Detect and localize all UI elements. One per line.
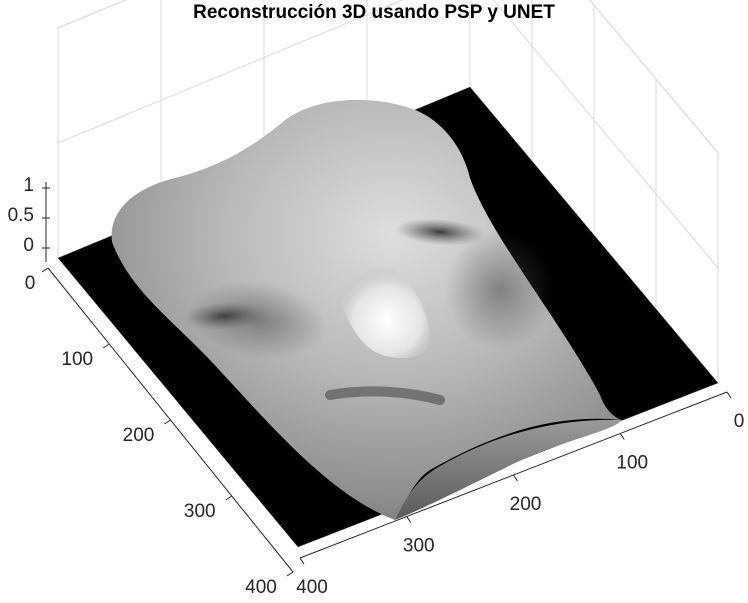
- z-tick-label: 0.5: [8, 205, 34, 226]
- left-tick-mark: [102, 343, 110, 349]
- left-tick-label: 400: [245, 577, 277, 598]
- tick-labels: 0 0.5 1 0 100 200 300 400 0 100 200 300 400: [8, 175, 745, 598]
- chart-title: Reconstrucción 3D usando PSP y UNET: [193, 2, 555, 23]
- grid-line: [492, 0, 719, 269]
- left-tick-mark: [164, 419, 171, 425]
- face-surface: [111, 99, 623, 520]
- grid-line: [57, 0, 404, 144]
- right-tick-label: 100: [616, 453, 648, 474]
- right-tick-label: 300: [403, 536, 435, 557]
- right-tick-mark: [513, 474, 518, 482]
- right-tick-label: 0: [734, 411, 745, 432]
- z-tick-label: 1: [23, 175, 34, 196]
- left-tick-label: 100: [61, 349, 93, 370]
- left-tick-label: 0: [25, 273, 36, 294]
- right-tick-mark: [406, 516, 412, 523]
- z-tick-label: 0: [23, 235, 34, 256]
- box-edge: [589, 0, 719, 154]
- left-tick-mark: [286, 571, 294, 577]
- right-tick-mark: [299, 557, 305, 565]
- right-tick-label: 200: [510, 494, 542, 515]
- right-tick-label: 400: [296, 577, 328, 598]
- left-tick-label: 300: [184, 501, 216, 522]
- left-tick-label: 200: [123, 425, 155, 446]
- right-tick-mark: [726, 391, 732, 399]
- left-tick-mark: [41, 267, 49, 273]
- right-tick-mark: [619, 433, 625, 440]
- left-tick-mark: [225, 495, 233, 501]
